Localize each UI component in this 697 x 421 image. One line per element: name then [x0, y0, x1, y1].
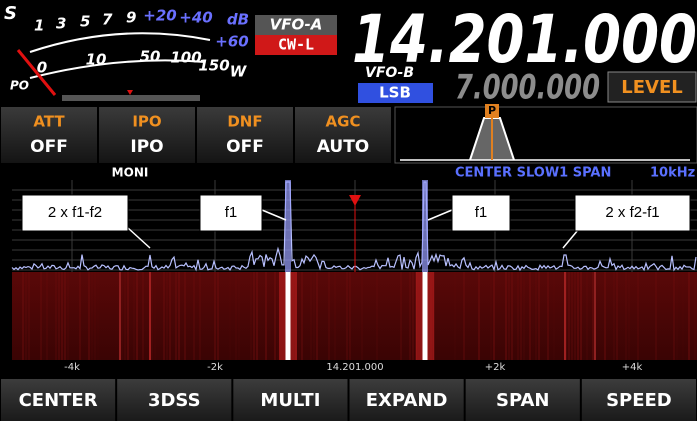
button-label[interactable]: MULTI — [260, 390, 320, 411]
soft-button[interactable] — [233, 379, 348, 421]
filter-scope — [394, 106, 697, 164]
waterfall — [12, 272, 697, 360]
soft-button[interactable] — [1, 379, 116, 421]
button-label[interactable]: 3DSS — [148, 390, 201, 411]
annotation-leader — [127, 227, 151, 249]
function-name: IPO — [132, 113, 161, 131]
po-scale: 150 — [198, 57, 229, 75]
function-name: DNF — [227, 113, 262, 131]
scope-mode: CENTER SLOW1 SPAN — [455, 166, 611, 181]
level-box — [607, 71, 697, 103]
filter-marker-box — [485, 104, 499, 118]
annotation-box — [21, 194, 129, 232]
annotation-text: f1 — [475, 204, 488, 221]
axis-label: -4k — [64, 362, 80, 373]
po-label: PO — [10, 79, 29, 93]
vfo-b-mode: LSB — [379, 84, 411, 102]
button-label[interactable]: CENTER — [19, 390, 98, 411]
po-scale: 0 — [37, 59, 47, 77]
span: 10kHz — [650, 166, 695, 181]
db-scale: +60 — [215, 33, 248, 51]
annotation-text: 2 x f2-f1 — [605, 204, 659, 221]
s-scale: 3 — [56, 15, 66, 33]
axis-label: +4k — [622, 362, 643, 373]
signal-column — [285, 180, 291, 272]
s-scale: 1 — [34, 17, 44, 35]
s-scale: 7 — [102, 11, 113, 29]
function-value: OFF — [30, 137, 68, 157]
po-scale: 10 — [86, 51, 107, 69]
s-arc — [29, 32, 211, 53]
po-scale: 50 — [140, 48, 161, 66]
po-arc — [29, 59, 206, 79]
annotation-box — [574, 194, 691, 232]
annotation-leader — [427, 209, 453, 221]
axis-label: +2k — [485, 362, 506, 373]
spectrum-trace — [11, 181, 697, 272]
vfo-a-mode: CW-L — [278, 36, 314, 54]
axis-label: 14.201.000 — [326, 362, 383, 373]
db-scale: +40 — [179, 9, 212, 27]
annotation-leader — [562, 229, 579, 249]
signal-column — [422, 180, 428, 272]
soft-button[interactable] — [349, 379, 464, 421]
vfo-a-box — [255, 15, 337, 35]
db-unit: dB — [227, 11, 249, 29]
soft-button[interactable] — [465, 379, 580, 421]
soft-button[interactable] — [581, 379, 696, 421]
function-value: AUTO — [317, 137, 370, 157]
center-marker — [349, 195, 361, 206]
status-bar — [0, 166, 697, 180]
alc-bar — [62, 95, 200, 101]
s-scale: 5 — [80, 13, 90, 31]
annotation-text: f1 — [225, 204, 238, 221]
button-label[interactable]: EXPAND — [366, 390, 448, 411]
button-label[interactable]: SPAN — [496, 390, 550, 411]
mode-box — [255, 35, 337, 55]
function-value: OFF — [226, 137, 264, 157]
needle — [16, 49, 57, 96]
vfo-b-label: VFO-B — [365, 65, 414, 81]
peak-marker — [127, 90, 133, 95]
po-unit: W — [230, 63, 248, 81]
vfo-b-frequency: 7.000.000 — [455, 68, 600, 108]
db-scale: +20 — [143, 7, 176, 25]
button-label[interactable]: SPEED — [606, 390, 672, 411]
vfo-a-label: VFO-A — [270, 16, 323, 34]
level-button: LEVEL — [621, 77, 682, 98]
s-label: S — [4, 3, 17, 24]
function-box — [99, 107, 195, 163]
po-scale: 100 — [170, 49, 201, 67]
vfo-a-frequency: 14.201.000 — [352, 1, 697, 78]
function-name: ATT — [33, 113, 65, 131]
monitor: MONI — [112, 166, 149, 180]
waterfall-signal — [285, 272, 291, 360]
annotation-box — [451, 194, 511, 232]
waterfall-signal — [422, 272, 428, 360]
function-name: AGC — [326, 113, 361, 131]
function-box — [295, 107, 391, 163]
soft-button[interactable] — [117, 379, 232, 421]
axis-label: -2k — [207, 362, 223, 373]
axis-strip — [12, 360, 697, 374]
annotation-box — [199, 194, 263, 232]
annotation-text: 2 x f1-f2 — [48, 204, 102, 221]
annotation-leader — [261, 209, 287, 221]
function-value: IPO — [130, 137, 163, 157]
s-scale: 9 — [126, 9, 136, 27]
function-box — [197, 107, 293, 163]
filter-marker: P — [488, 104, 496, 117]
function-box — [1, 107, 97, 163]
vfo-b-mode-box — [358, 83, 433, 103]
